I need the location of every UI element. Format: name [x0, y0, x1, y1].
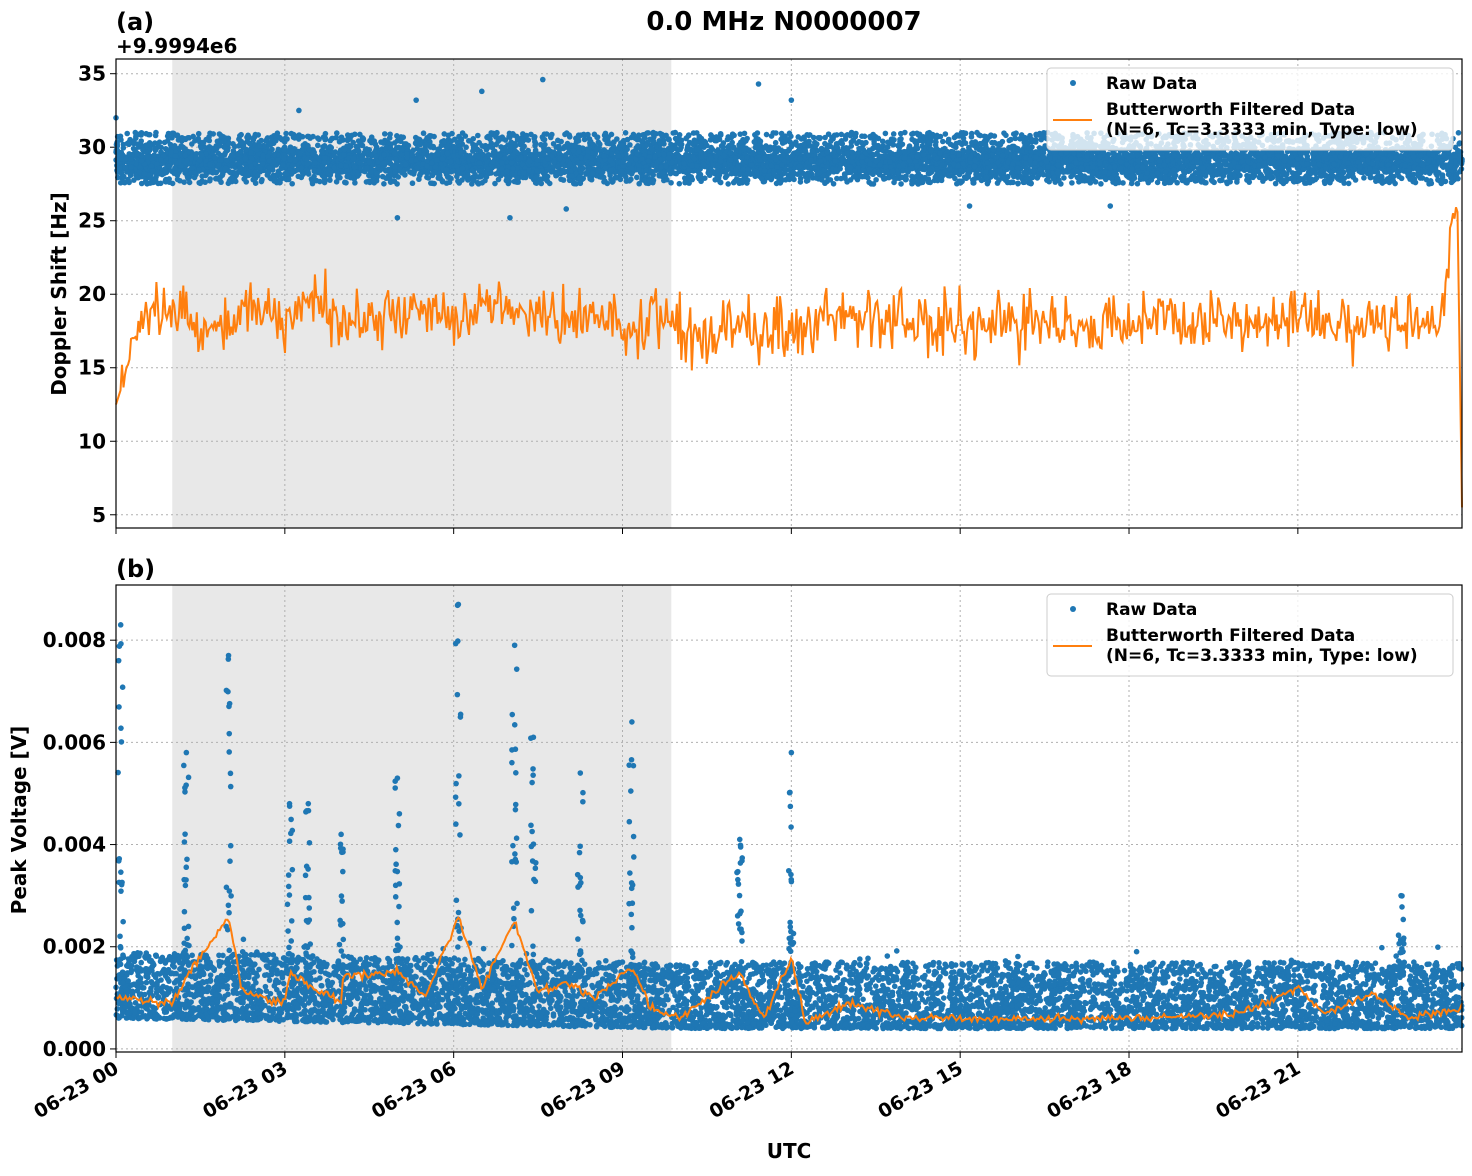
raw-point [359, 154, 365, 160]
raw-point [556, 150, 562, 156]
raw-point [1361, 175, 1367, 181]
raw-point [725, 181, 731, 187]
chart-title: 0.0 MHz N0000007 [646, 7, 921, 37]
panel-a-label: (a) [116, 8, 154, 36]
raw-point [1044, 177, 1050, 183]
y-offset-label: +9.9994e6 [116, 34, 237, 58]
raw-point [183, 168, 189, 174]
y-tick-label: 20 [78, 282, 106, 306]
raw-point [1240, 150, 1246, 156]
y-axis-label-b: Peak Voltage [V] [7, 726, 31, 915]
y-tick-label: 5 [92, 503, 106, 527]
raw-point [393, 156, 399, 162]
y-tick-label: 35 [78, 62, 106, 86]
raw-point [513, 149, 519, 155]
raw-point [1399, 176, 1405, 182]
raw-point [124, 131, 130, 137]
x-axis-label: UTC [767, 1139, 812, 1163]
y-tick-label: 10 [78, 429, 106, 453]
raw-point [706, 149, 712, 155]
y-tick-label: 30 [78, 135, 106, 159]
raw-point [1222, 161, 1228, 167]
panel-b-label: (b) [116, 555, 155, 583]
raw-point [157, 139, 163, 145]
y-tick-label: 25 [78, 209, 106, 233]
y-tick-label: 15 [78, 356, 106, 380]
raw-point [777, 169, 783, 175]
y-axis-label-a: Doppler Shift [Hz] [47, 192, 71, 396]
raw-point [634, 175, 640, 181]
raw-point [1201, 156, 1207, 162]
raw-point [618, 177, 624, 183]
raw-point [1140, 165, 1146, 171]
